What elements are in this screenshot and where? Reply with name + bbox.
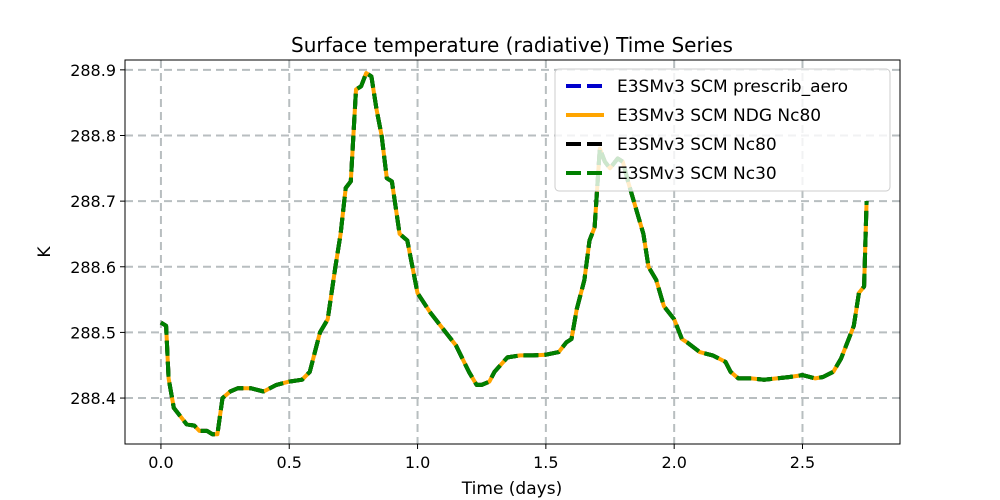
x-tick-label: 2.0 bbox=[661, 453, 686, 472]
y-tick-label: 288.5 bbox=[70, 323, 116, 342]
y-axis-ticks: 288.4 288.5 288.6 288.7 288.8 288.9 bbox=[70, 61, 125, 408]
legend-label: E3SMv3 SCM prescrib_aero bbox=[617, 77, 848, 97]
x-tick-label: 2.5 bbox=[790, 453, 815, 472]
x-tick-label: 0.5 bbox=[277, 453, 302, 472]
x-axis-label: Time (days) bbox=[461, 479, 562, 499]
legend-label: E3SMv3 SCM Nc30 bbox=[617, 164, 777, 184]
x-axis-ticks: 0.0 0.5 1.0 1.5 2.0 2.5 bbox=[148, 444, 815, 472]
plot-series bbox=[159, 71, 869, 437]
y-tick-label: 288.9 bbox=[70, 61, 116, 80]
chart-title: Surface temperature (radiative) Time Ser… bbox=[291, 33, 733, 57]
y-tick-label: 288.6 bbox=[70, 258, 116, 277]
x-tick-label: 0.0 bbox=[148, 453, 173, 472]
legend: E3SMv3 SCM prescrib_aero E3SMv3 SCM NDG N… bbox=[554, 68, 891, 192]
x-tick-label: 1.0 bbox=[405, 453, 430, 472]
y-tick-label: 288.7 bbox=[70, 192, 116, 211]
legend-box bbox=[554, 68, 891, 192]
y-tick-label: 288.4 bbox=[70, 389, 116, 408]
legend-label: E3SMv3 SCM Nc80 bbox=[617, 135, 777, 155]
series-line-e3smv3-scm-nc30 bbox=[159, 71, 869, 437]
y-axis-label: K bbox=[35, 246, 55, 258]
legend-label: E3SMv3 SCM NDG Nc80 bbox=[617, 106, 821, 126]
x-tick-label: 1.5 bbox=[533, 453, 558, 472]
plot-frame bbox=[124, 59, 901, 445]
y-tick-label: 288.8 bbox=[70, 126, 116, 145]
